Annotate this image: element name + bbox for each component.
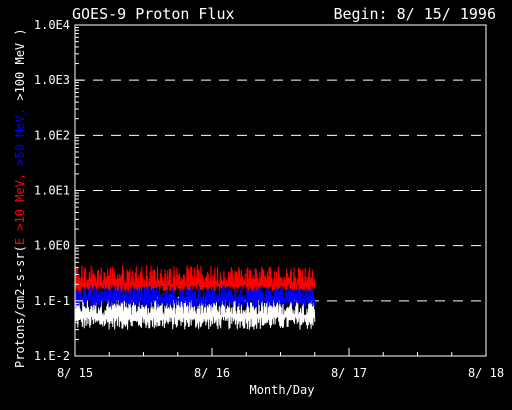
- y-tick-label: 1.0E3: [34, 73, 70, 87]
- x-tick-label: 8/ 18: [468, 366, 504, 380]
- chart-title: GOES-9 Proton Flux: [72, 5, 235, 23]
- y-tick-label: 1.0E0: [34, 239, 70, 253]
- series-line: [74, 264, 316, 292]
- y-label-segment: E >10 MeV,: [13, 166, 27, 245]
- y-label-segment: >100 MeV ): [13, 28, 27, 100]
- y-axis-ticks: 1.E-2 1.E-1 1.0E0 1.0E1 1.0E2 1.0E3 1.0E4: [34, 18, 83, 363]
- y-tick-label: 1.0E2: [34, 128, 70, 142]
- y-tick-label: 1.0E1: [34, 184, 70, 198]
- y-tick-label: 1.E-2: [34, 349, 70, 363]
- chart-subtitle: Begin: 8/ 15/ 1996: [333, 5, 496, 23]
- y-tick-label: 1.0E4: [34, 18, 70, 32]
- series-line: [74, 296, 316, 330]
- x-tick-label: 8/ 17: [331, 366, 367, 380]
- y-label-segment: >50 MeV,: [13, 101, 27, 166]
- x-tick-label: 8/ 15: [57, 366, 93, 380]
- x-tick-label: 8/ 16: [194, 366, 230, 380]
- y-label-segment: Protons/cm2-s-sr(: [13, 245, 27, 368]
- series-line: [74, 284, 316, 308]
- x-axis-label: Month/Day: [249, 383, 314, 397]
- x-axis-ticks: 8/ 15 8/ 16 8/ 17 8/ 18: [57, 348, 504, 380]
- y-axis-label: Protons/cm2-s-sr(E >10 MeV, >50 MeV, >10…: [13, 28, 27, 368]
- data-series: [74, 264, 316, 330]
- y-tick-label: 1.E-1: [34, 294, 70, 308]
